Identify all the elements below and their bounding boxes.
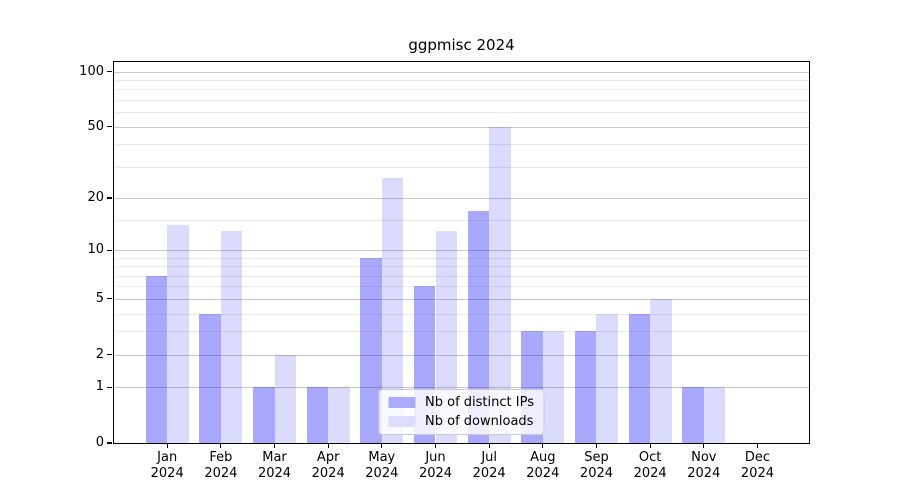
minor-gridline xyxy=(114,266,809,268)
bar-distinct-ips xyxy=(145,275,168,443)
major-gridline xyxy=(114,126,809,128)
legend-label-distinct-ips: Nb of distinct IPs xyxy=(425,395,534,410)
plot-area: Nb of distinct IPs Nb of downloads xyxy=(113,61,810,444)
bar-downloads xyxy=(328,387,350,443)
bar-distinct-ips xyxy=(306,387,329,443)
major-gridline xyxy=(114,298,809,300)
x-tick-mark xyxy=(327,444,329,448)
minor-gridline xyxy=(114,331,809,333)
bar-downloads xyxy=(220,230,243,443)
legend-item-downloads: Nb of downloads xyxy=(388,414,534,429)
bar-downloads xyxy=(596,313,618,443)
bar-distinct-ips xyxy=(360,257,382,443)
bar-distinct-ips xyxy=(575,331,597,443)
major-gridline xyxy=(114,198,809,200)
x-tick-mark xyxy=(488,444,490,448)
bar-downloads xyxy=(489,126,511,443)
x-tick-label: Jun 2024 xyxy=(418,450,453,481)
x-tick-mark xyxy=(273,444,276,448)
x-tick-label: Oct 2024 xyxy=(633,450,667,481)
x-tick-label: Jan 2024 xyxy=(150,450,184,481)
x-tick-mark xyxy=(220,444,222,448)
bar-distinct-ips xyxy=(199,313,221,443)
y-tick-label: 50 xyxy=(87,118,104,134)
chart-title: ggpmisc 2024 xyxy=(408,36,515,54)
x-tick-label: Feb 2024 xyxy=(204,450,238,481)
major-gridline xyxy=(114,250,809,252)
minor-gridline xyxy=(114,144,809,146)
y-tick-mark xyxy=(107,71,112,73)
x-tick-mark xyxy=(166,444,168,448)
bar-downloads xyxy=(703,387,726,443)
x-tick-mark xyxy=(434,444,437,448)
bar-distinct-ips xyxy=(253,387,275,443)
y-tick-label: 100 xyxy=(79,63,104,79)
major-gridline xyxy=(114,387,809,389)
y-tick-mark xyxy=(107,197,112,199)
bar-distinct-ips xyxy=(628,313,651,443)
bar-distinct-ips xyxy=(682,387,704,443)
y-tick-mark xyxy=(107,298,112,300)
minor-gridline xyxy=(114,112,809,114)
y-tick-label: 5 xyxy=(95,290,104,306)
minor-gridline xyxy=(114,80,809,82)
y-tick-mark xyxy=(107,126,112,128)
x-tick-label: May 2024 xyxy=(365,450,399,481)
y-tick-label: 10 xyxy=(87,242,104,258)
legend-label-downloads: Nb of downloads xyxy=(425,414,534,429)
minor-gridline xyxy=(114,286,809,288)
minor-gridline xyxy=(114,219,809,221)
legend-swatch-distinct-ips-icon xyxy=(388,397,416,408)
bar-distinct-ips xyxy=(467,210,490,443)
minor-gridline xyxy=(114,166,809,168)
y-tick-label: 2 xyxy=(95,346,104,362)
major-gridline xyxy=(114,71,809,73)
y-tick-label: 20 xyxy=(87,190,104,206)
legend: Nb of distinct IPs Nb of downloads xyxy=(378,389,545,435)
x-tick-mark xyxy=(756,444,759,448)
minor-gridline xyxy=(114,275,809,277)
y-tick-mark xyxy=(107,249,112,251)
x-tick-label: Mar 2024 xyxy=(257,450,292,481)
minor-gridline xyxy=(114,89,809,91)
x-tick-mark xyxy=(595,444,598,448)
bar-downloads xyxy=(167,225,189,443)
minor-gridline xyxy=(114,257,809,259)
y-tick-mark xyxy=(107,354,112,356)
x-tick-label: Nov 2024 xyxy=(687,450,721,481)
y-tick-mark xyxy=(107,442,112,444)
y-tick-label: 0 xyxy=(95,435,104,450)
x-tick-label: Apr 2024 xyxy=(311,450,345,481)
minor-gridline xyxy=(114,100,809,102)
major-gridline xyxy=(114,354,809,356)
y-tick-mark xyxy=(107,386,112,388)
bar-downloads xyxy=(381,177,404,443)
x-tick-mark xyxy=(542,444,544,448)
legend-item-distinct-ips: Nb of distinct IPs xyxy=(388,395,534,410)
legend-swatch-downloads-icon xyxy=(388,416,416,427)
x-tick-label: Jul 2024 xyxy=(472,450,506,481)
x-tick-mark xyxy=(649,444,651,448)
bar-downloads xyxy=(542,331,565,443)
x-tick-mark xyxy=(703,444,705,448)
x-tick-label: Sep 2024 xyxy=(579,450,614,481)
bar-downloads xyxy=(274,354,296,443)
y-tick-label: 1 xyxy=(95,379,104,395)
minor-gridline xyxy=(114,313,809,315)
x-tick-label: Aug 2024 xyxy=(526,450,560,481)
x-tick-mark xyxy=(381,444,383,448)
bar-downloads xyxy=(650,298,672,443)
x-tick-label: Dec 2024 xyxy=(740,450,774,481)
